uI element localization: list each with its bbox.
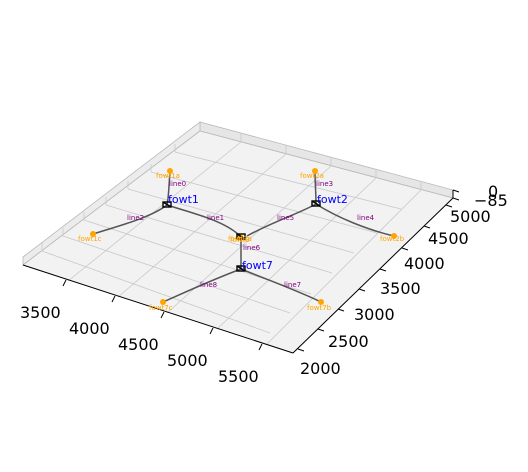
anchor-label-fowt7b: fowt7b	[307, 304, 332, 312]
mooring-line-line8	[162, 268, 242, 303]
y-tick-label: 4500	[428, 229, 469, 248]
anchor-fowt7c	[160, 299, 166, 305]
x-axis-ticks	[62, 279, 263, 351]
line-label-line5: line5	[277, 214, 294, 222]
anchor-label-fowt2b: fowt2b	[380, 235, 405, 243]
mooring-line-line2	[92, 204, 168, 235]
anchor-fowt1c	[90, 231, 96, 237]
fowt-label-fowt1: fowt1	[168, 193, 199, 206]
anchor-fowt2a	[312, 168, 318, 174]
fowt-label-fowt7: fowt7	[242, 259, 273, 272]
line-label-line4: line4	[357, 214, 375, 222]
anchor-label-fowt3a: fowt3a	[228, 235, 252, 243]
mooring-line-line7	[240, 268, 322, 303]
anchor-label-fowt2a: fowt2a	[300, 172, 324, 180]
x-tick-label: 5000	[167, 351, 208, 370]
y-tick-label: 4000	[404, 254, 445, 273]
y-tick-label: 5000	[450, 207, 491, 226]
anchor-fowt1a	[167, 168, 173, 174]
fowt-markers	[162, 200, 321, 272]
y-tick-label: 2500	[328, 332, 369, 351]
line-label-line2: line2	[127, 214, 144, 222]
x-tick-label: 5500	[218, 367, 259, 386]
fowt-label-fowt3: fowt3	[230, 236, 250, 244]
y-tick-label: 2000	[300, 359, 341, 378]
line-label-line1: line1	[207, 214, 224, 222]
x-tick-label: 4500	[118, 335, 159, 354]
mooring-line-line4	[315, 203, 395, 237]
y-tick-label: 3000	[354, 305, 395, 324]
y-axis-line	[292, 197, 454, 354]
line-label-line7: line7	[284, 281, 301, 289]
z-tick-label: −85	[474, 191, 508, 210]
fowt-label-fowt2: fowt2	[317, 193, 348, 206]
mooring-line-line1	[166, 204, 241, 237]
y-tick-label: 3500	[380, 279, 421, 298]
line-label-line8: line8	[200, 281, 217, 289]
x-tick-label: 4000	[69, 319, 110, 338]
fowt-marker-fowt7	[236, 265, 246, 272]
x-tick-label: 3500	[20, 303, 61, 322]
fowt-marker-fowt2	[311, 200, 321, 207]
anchor-fowt2b	[391, 233, 397, 239]
anchor-label-fowt1a: fowt1a	[156, 172, 180, 180]
x-axis-line	[22, 264, 294, 354]
mooring-line-line5	[246, 203, 317, 237]
fowt-marker-fowt1	[162, 201, 172, 208]
anchor-label-fowt1c: fowt1c	[78, 235, 102, 243]
fowt-marker-fowt3	[236, 233, 246, 240]
line-label-line3: line3	[316, 180, 333, 188]
z-tick-label: 0	[488, 182, 498, 201]
y-axis-ticks	[297, 204, 453, 352]
anchor-fowt7b	[318, 299, 324, 305]
line-label-line6: line6	[243, 244, 261, 252]
z-axis-ticks	[452, 189, 460, 201]
wall-grid	[41, 133, 422, 251]
line-label-line0: line0	[169, 180, 186, 188]
anchor-label-fowt7c: fowt7c	[149, 304, 173, 312]
mooring-lines	[92, 171, 395, 303]
